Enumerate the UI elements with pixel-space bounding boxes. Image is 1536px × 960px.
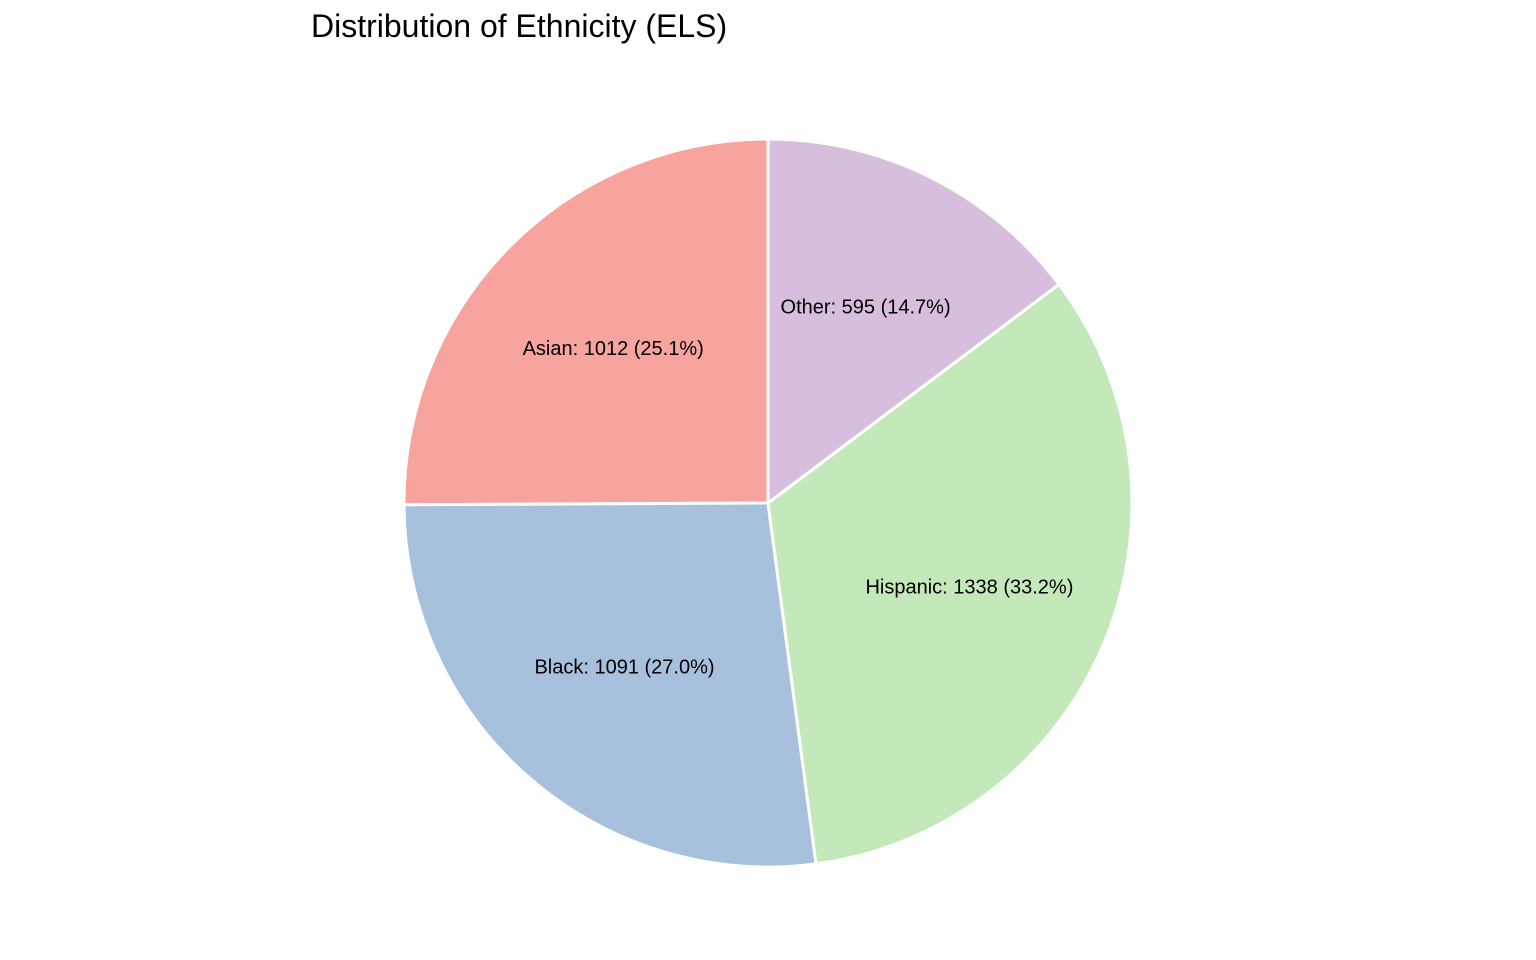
slice-label-asian: Asian: 1012 (25.1%) [523,338,704,360]
pie-slices [402,137,1134,869]
chart-title: Distribution of Ethnicity (ELS) [311,8,728,44]
slice-label-hispanic: Hispanic: 1338 (33.2%) [865,576,1073,598]
pie-slice-black [402,501,818,869]
pie-labels: Asian: 1012 (25.1%) Black: 1091 (27.0%) Hi… [523,297,1074,679]
pie-slice-hispanic [766,282,1134,866]
slice-label-black: Black: 1091 (27.0%) [534,657,714,679]
pie-slice-asian [402,137,770,507]
pie-slice-other [766,137,1061,505]
slice-label-other: Other: 595 (14.7%) [781,297,951,319]
